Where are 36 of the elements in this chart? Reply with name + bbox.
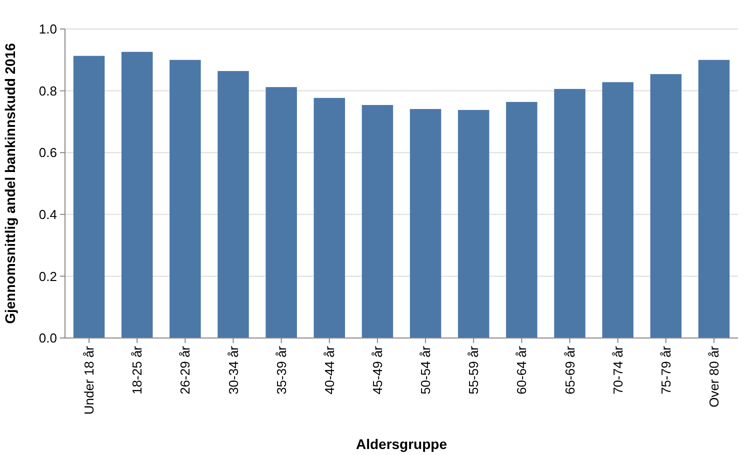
x-tick-label: 70-74 år [610, 345, 626, 394]
x-axis-title: Aldersgruppe [356, 436, 448, 452]
bar [458, 110, 490, 338]
bar [218, 71, 249, 338]
x-tick-label: Under 18 år [82, 345, 97, 415]
y-tick-label: 0.0 [38, 330, 57, 346]
x-tick-label: 75-79 år [658, 345, 674, 394]
x-tick-label: 50-54 år [418, 345, 434, 394]
x-tick-label: 26-29 år [178, 345, 193, 394]
x-tick-label: 45-49 år [370, 345, 386, 394]
bar [506, 102, 538, 338]
bar [602, 82, 634, 338]
bar [170, 60, 201, 338]
bar [121, 52, 153, 338]
y-tick-label: 0.2 [38, 268, 57, 284]
x-tick-label: Over 80 år [706, 345, 722, 408]
bar [650, 74, 682, 338]
x-tick-label: 35-39 år [274, 345, 289, 394]
x-tick-label: 18-25 år [130, 345, 145, 394]
x-tick-label: 55-59 år [466, 345, 482, 394]
bar [554, 88, 586, 338]
y-axis-title: Gjennomsnittlig andel bankinnskudd 2016 [2, 42, 18, 324]
x-tick-label: 30-34 år [226, 345, 241, 394]
bar [410, 109, 442, 338]
bar [314, 98, 346, 338]
y-tick-label: 0.6 [38, 145, 57, 160]
x-tick-label: 60-64 år [514, 345, 530, 394]
y-tick-label: 1.0 [38, 22, 57, 37]
bar [362, 105, 394, 338]
x-tick-label: 65-69 år [562, 345, 578, 394]
bar [73, 56, 105, 338]
bar [698, 60, 730, 338]
y-tick-label: 0.4 [38, 206, 57, 222]
x-tick-label: 40-44 år [322, 345, 337, 394]
y-tick-label: 0.8 [38, 83, 57, 98]
bar [266, 87, 297, 338]
